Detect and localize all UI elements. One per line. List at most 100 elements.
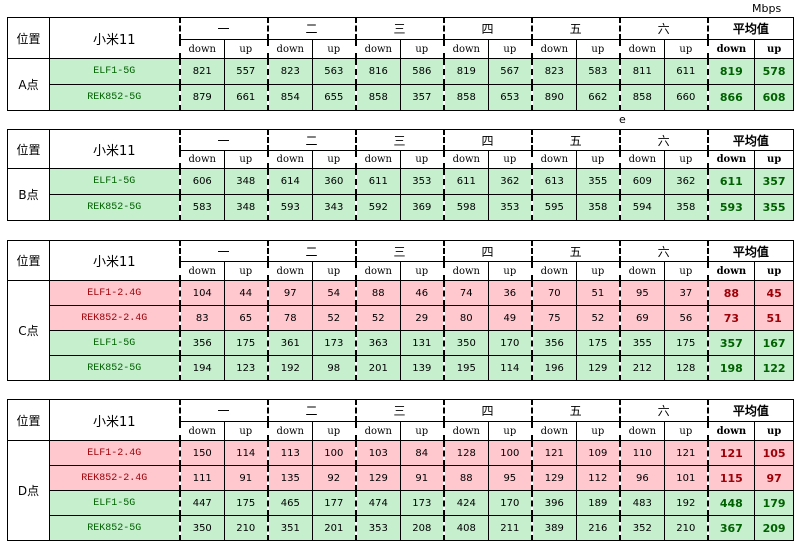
device-name: REK852-2.4G <box>49 465 180 491</box>
down-value: 858 <box>442 84 490 111</box>
down-value: 816 <box>354 58 402 85</box>
up-value: 653 <box>488 84 533 111</box>
up-value: 358 <box>664 194 709 221</box>
down-value: 811 <box>618 58 666 85</box>
down-value: 74 <box>442 280 490 306</box>
table-row: REK852-5G 350 210 351 201 353 208 408 211 389 216 3… <box>8 515 795 541</box>
down-subheader: down <box>266 150 314 169</box>
up-value: 56 <box>664 305 709 331</box>
position-header: 位置 <box>7 129 50 169</box>
up-value: 52 <box>312 305 357 331</box>
down-value: 598 <box>442 194 490 221</box>
down-value: 80 <box>442 305 490 331</box>
down-value: 595 <box>530 194 578 221</box>
down-subheader: down <box>266 261 314 281</box>
avg-down-value: 88 <box>706 280 756 306</box>
up-value: 36 <box>488 280 533 306</box>
table-row: A点 ELF1-5G 821 557 823 563 816 586 819 567 823 583 8… <box>7 58 795 111</box>
down-subheader: down <box>618 261 666 281</box>
device-name: ELF1-5G <box>49 58 180 85</box>
round-header: 二 <box>266 129 357 151</box>
up-value: 129 <box>576 355 621 381</box>
down-value: 121 <box>530 440 578 466</box>
down-value: 196 <box>530 355 578 381</box>
device-name: ELF1-5G <box>49 490 180 516</box>
down-subheader: down <box>354 39 402 59</box>
up-value: 355 <box>576 168 621 195</box>
avg-down-value: 115 <box>706 465 756 491</box>
unit-label: Mbps <box>752 2 782 15</box>
down-subheader: down <box>178 150 225 169</box>
down-value: 592 <box>354 194 402 221</box>
down-value: 110 <box>618 440 666 466</box>
phone-header: 小米11 <box>49 240 180 281</box>
down-value: 135 <box>266 465 314 491</box>
location-label: C点 <box>7 280 50 381</box>
avg-up-value: 97 <box>754 465 795 491</box>
up-subheader: up <box>223 421 269 441</box>
down-value: 111 <box>178 465 225 491</box>
device-name: REK852-2.4G <box>49 305 180 331</box>
up-subheader: up <box>223 261 269 281</box>
up-value: 100 <box>312 440 357 466</box>
down-value: 879 <box>178 84 225 111</box>
phone-header: 小米11 <box>49 399 180 441</box>
up-value: 91 <box>400 465 445 491</box>
down-value: 75 <box>530 305 578 331</box>
up-subheader: up <box>488 261 533 281</box>
down-subheader: down <box>442 150 490 169</box>
up-value: 660 <box>664 84 709 111</box>
down-value: 594 <box>618 194 666 221</box>
average-header: 平均值 <box>706 240 795 262</box>
up-value: 175 <box>223 330 269 356</box>
up-subheader: up <box>664 39 709 59</box>
avg-up-subheader: up <box>754 421 795 441</box>
up-value: 109 <box>576 440 621 466</box>
up-value: 98 <box>312 355 357 381</box>
down-subheader: down <box>266 421 314 441</box>
down-value: 356 <box>178 330 225 356</box>
avg-down-value: 73 <box>706 305 756 331</box>
round-header: 三 <box>354 129 445 151</box>
avg-down-value: 866 <box>706 84 756 111</box>
down-value: 104 <box>178 280 225 306</box>
up-subheader: up <box>400 39 445 59</box>
avg-up-value: 167 <box>754 330 795 356</box>
up-subheader: up <box>223 39 269 59</box>
up-subheader: up <box>312 421 357 441</box>
up-value: 357 <box>400 84 445 111</box>
avg-down-value: 367 <box>706 515 756 541</box>
up-subheader: up <box>400 261 445 281</box>
device-name: ELF1-2.4G <box>49 440 180 466</box>
up-value: 54 <box>312 280 357 306</box>
down-subheader: down <box>530 261 578 281</box>
down-subheader: down <box>618 39 666 59</box>
avg-up-value: 209 <box>754 515 795 541</box>
up-value: 29 <box>400 305 445 331</box>
round-header: 五 <box>530 129 621 151</box>
down-value: 858 <box>618 84 666 111</box>
up-subheader: up <box>576 421 621 441</box>
up-value: 353 <box>488 194 533 221</box>
round-header: 四 <box>442 17 533 40</box>
round-header: 六 <box>618 399 709 422</box>
up-value: 95 <box>488 465 533 491</box>
down-value: 103 <box>354 440 402 466</box>
up-subheader: up <box>488 39 533 59</box>
down-value: 819 <box>442 58 490 85</box>
device-name: ELF1-2.4G <box>49 280 180 306</box>
up-subheader: up <box>576 261 621 281</box>
down-subheader: down <box>442 39 490 59</box>
up-subheader: up <box>400 421 445 441</box>
avg-down-value: 611 <box>706 168 756 195</box>
avg-up-subheader: up <box>754 261 795 281</box>
up-value: 211 <box>488 515 533 541</box>
up-value: 112 <box>576 465 621 491</box>
up-subheader: up <box>664 421 709 441</box>
up-value: 210 <box>223 515 269 541</box>
avg-up-value: 179 <box>754 490 795 516</box>
down-value: 78 <box>266 305 314 331</box>
down-value: 97 <box>266 280 314 306</box>
down-subheader: down <box>442 261 490 281</box>
up-value: 123 <box>223 355 269 381</box>
